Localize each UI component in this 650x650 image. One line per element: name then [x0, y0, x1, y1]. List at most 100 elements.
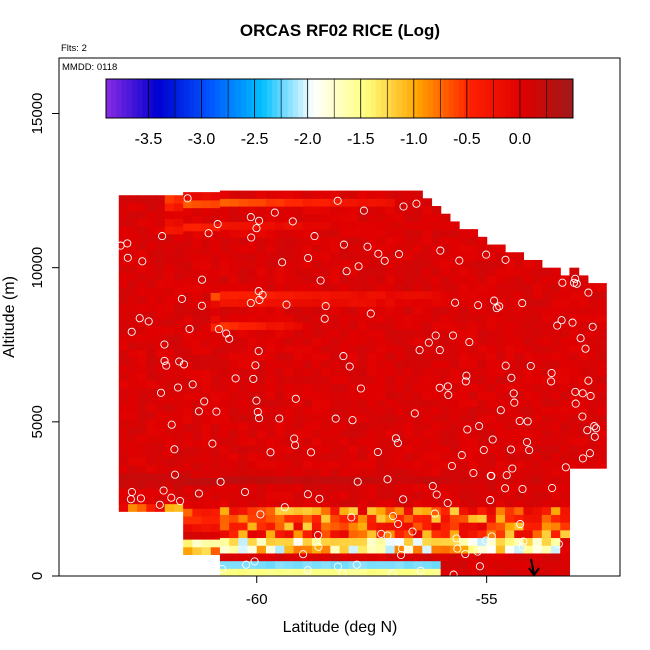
- heatmap-cell-1983: [495, 252, 506, 261]
- heatmap-cell-1413: [385, 275, 396, 284]
- heatmap-cell-1475: [403, 568, 414, 576]
- heatmap-cell-1858: [477, 545, 488, 554]
- heatmap-cell-1236: [357, 483, 368, 492]
- heatmap-cell-2367: [597, 290, 607, 300]
- heatmap-cell-1434: [394, 498, 405, 508]
- track-point-87: [416, 566, 425, 575]
- heatmap-cell-2074: [523, 529, 534, 539]
- track-point-195: [399, 495, 408, 504]
- heatmap-cell-830: [284, 529, 295, 539]
- heatmap-cell-1121: [330, 213, 341, 223]
- heatmap-cell-1093: [330, 429, 341, 438]
- heatmap-cell-86: [137, 472, 147, 482]
- colorbar-segment-53: [381, 79, 387, 118]
- track-point-123: [502, 471, 511, 480]
- heatmap-cell-1881: [477, 367, 488, 377]
- heatmap-cell-1988: [505, 545, 515, 554]
- y-tick-label-0: 0: [29, 572, 46, 580]
- heatmap-cell-1448: [394, 391, 405, 400]
- heatmap-cell-2356: [597, 375, 607, 384]
- track-point-92: [526, 361, 535, 371]
- heatmap-cell-1619: [422, 229, 433, 238]
- heatmap-cell-1536: [413, 483, 423, 492]
- heatmap-cell-1344: [376, 421, 387, 431]
- colorbar-segment-42: [323, 79, 330, 118]
- heatmap-cell-359: [192, 354, 203, 363]
- heatmap-cell-575: [238, 568, 249, 576]
- heatmap-cell-2187: [541, 290, 552, 300]
- heatmap-cell-533: [229, 506, 239, 515]
- heatmap-cell-1470: [394, 221, 405, 230]
- heatmap-cell-130: [146, 449, 157, 458]
- heatmap-cell-978: [311, 545, 322, 554]
- heatmap-cell-2088: [523, 421, 534, 431]
- track-point-63: [320, 314, 329, 323]
- heatmap-cell-1949: [495, 514, 506, 523]
- heatmap-cell-1039: [321, 460, 331, 469]
- heatmap-cell-841: [284, 444, 295, 454]
- heatmap-cell-737: [265, 475, 276, 485]
- heatmap-cell-1049: [321, 383, 331, 392]
- heatmap-cell-1414: [385, 267, 396, 276]
- heatmap-cell-1592: [422, 437, 433, 446]
- heatmap-cell-425: [201, 207, 212, 216]
- heatmap-cell-2251: [560, 414, 571, 423]
- colorbar-segment-0: [106, 79, 112, 118]
- heatmap-cell-2339: [587, 321, 598, 330]
- heatmap-cell-747: [265, 398, 276, 408]
- heatmap-cell-157: [146, 241, 157, 250]
- heatmap-cell-119: [137, 218, 147, 227]
- track-point-159: [479, 445, 488, 455]
- heatmap-cell-96: [137, 395, 147, 404]
- heatmap-cell-1206: [348, 329, 359, 338]
- heatmap-cell-2293: [569, 283, 580, 292]
- heatmap-cell-129: [146, 457, 157, 466]
- track-point-120: [424, 338, 433, 347]
- heatmap-cell-1711: [440, 267, 451, 276]
- heatmap-cell-1935: [486, 290, 497, 300]
- heatmap-cell-798: [275, 391, 285, 400]
- heatmap-cell-1015: [311, 259, 322, 269]
- heatmap-cell-634: [247, 498, 258, 508]
- heatmap-cell-887: [293, 475, 304, 485]
- heatmap-cell-49: [127, 441, 138, 451]
- heatmap-cell-391: [201, 469, 212, 478]
- track-point-137: [495, 302, 504, 311]
- heatmap-cell-1833: [468, 391, 479, 400]
- heatmap-cell-2000: [505, 452, 515, 461]
- heatmap-cell-1646: [431, 398, 442, 408]
- heatmap-cell-2349: [597, 429, 607, 438]
- heatmap-cell-1298: [367, 391, 377, 400]
- heatmap-cell-560: [229, 298, 239, 307]
- heatmap-cell-1328: [376, 545, 387, 554]
- heatmap-cell-1787: [459, 398, 469, 408]
- heatmap-cell-1489: [403, 460, 414, 469]
- heatmap-cell-2180: [541, 344, 552, 354]
- heatmap-cell-1601: [422, 367, 433, 377]
- heatmap-cell-116: [137, 241, 147, 250]
- colorbar-segment-58: [406, 79, 413, 118]
- heatmap-cell-217: [164, 411, 175, 420]
- heatmap-cell-172: [155, 441, 166, 451]
- heatmap-cell-1109: [330, 306, 341, 315]
- heatmap-cell-921: [293, 213, 304, 223]
- heatmap-cell-1829: [468, 421, 479, 431]
- heatmap-cell-2033: [514, 522, 525, 531]
- heatmap-cell-1335: [376, 491, 387, 500]
- heatmap-cell-2092: [523, 391, 534, 400]
- heatmap-cell-2350: [597, 421, 607, 431]
- heatmap-cell-1816: [468, 522, 479, 531]
- heatmap-cell-220: [164, 387, 175, 397]
- heatmap-cell-26: [118, 303, 129, 312]
- heatmap-cell-307: [183, 392, 193, 401]
- heatmap-cell-337: [192, 523, 203, 532]
- heatmap-cell-1608: [422, 313, 433, 323]
- heatmap-cell-1221: [348, 213, 359, 223]
- track-point-18: [354, 262, 363, 271]
- heatmap-cell-467: [210, 246, 221, 255]
- heatmap-cell-1502: [403, 360, 414, 369]
- heatmap-cell-261: [173, 387, 184, 397]
- colorbar-segment-20: [209, 79, 216, 118]
- heatmap-cell-2151: [541, 568, 552, 576]
- colorbar-segment-70: [469, 79, 475, 118]
